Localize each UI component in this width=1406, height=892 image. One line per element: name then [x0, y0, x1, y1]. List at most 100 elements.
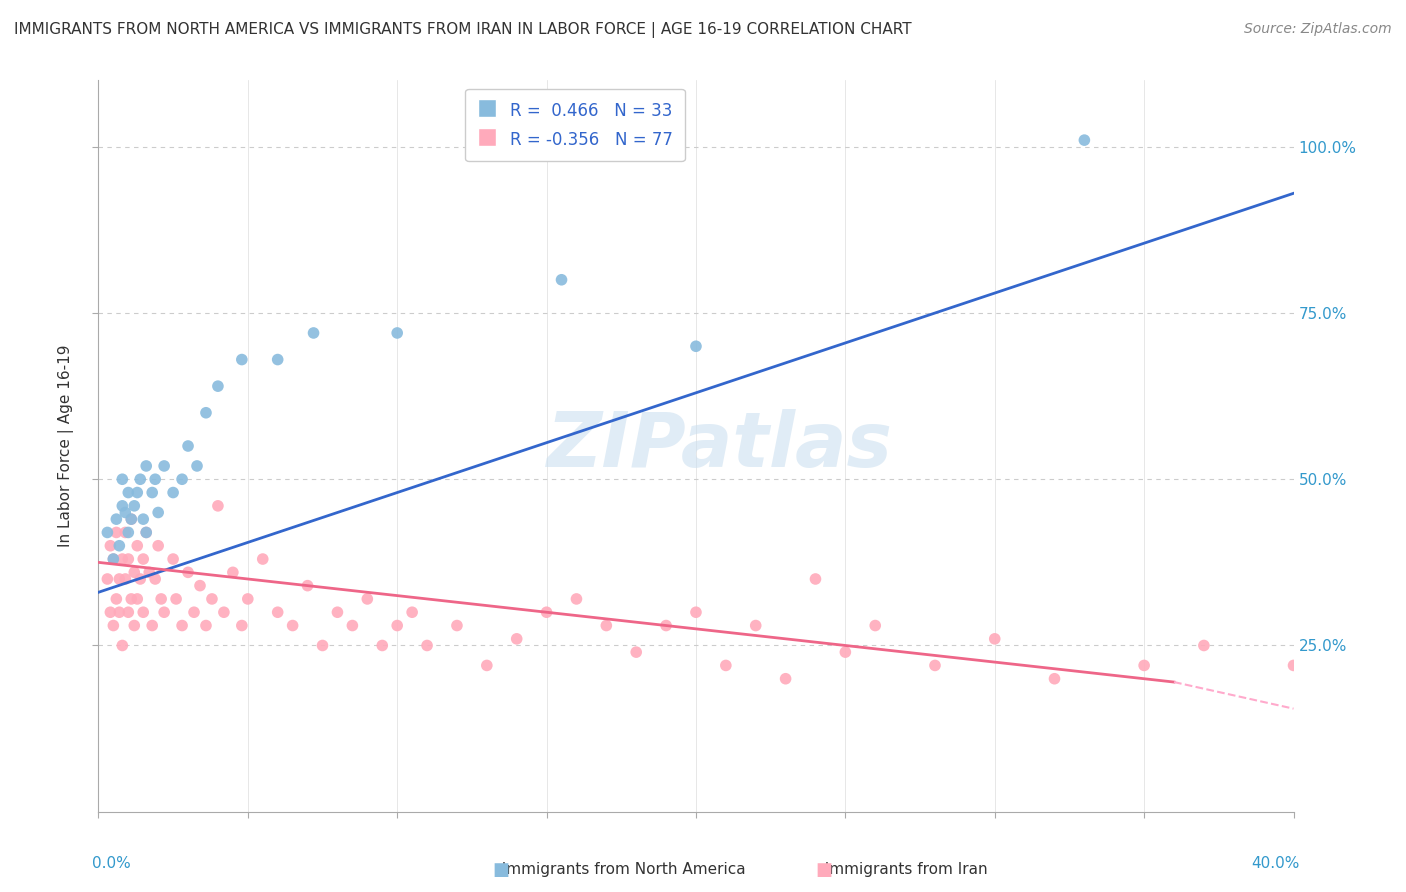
Point: [475, 658, 498, 673]
Point: [302, 326, 325, 340]
Point: [297, 579, 319, 593]
Point: [141, 618, 163, 632]
Point: [207, 379, 229, 393]
Point: [231, 352, 253, 367]
Point: [153, 458, 176, 473]
Point: [129, 572, 152, 586]
Point: [162, 485, 184, 500]
Point: [1192, 639, 1215, 653]
Point: [177, 566, 200, 580]
Point: [201, 591, 224, 606]
Point: [114, 525, 136, 540]
Point: [267, 352, 290, 367]
Point: [446, 618, 468, 632]
Point: [188, 579, 211, 593]
Point: [120, 512, 142, 526]
Point: [127, 591, 149, 606]
Point: [165, 591, 187, 606]
Point: [281, 618, 304, 632]
Point: [148, 506, 170, 520]
Text: 40.0%: 40.0%: [1251, 855, 1299, 871]
Point: [153, 605, 176, 619]
Point: [595, 618, 617, 632]
Point: [416, 639, 439, 653]
Point: [98, 605, 122, 619]
Point: [124, 566, 146, 580]
Point: [141, 485, 163, 500]
Point: [685, 339, 707, 353]
Point: [143, 572, 166, 586]
Point: [371, 639, 394, 653]
Point: [1282, 658, 1305, 673]
Point: [143, 472, 166, 486]
Point: [103, 552, 125, 566]
Point: [135, 525, 157, 540]
Point: [342, 618, 364, 632]
Legend: R =  0.466   N = 33, R = -0.356   N = 77: R = 0.466 N = 33, R = -0.356 N = 77: [465, 88, 685, 161]
Text: Immigrants from Iran: Immigrants from Iran: [815, 863, 988, 877]
Point: [1133, 658, 1156, 673]
Point: [1073, 133, 1095, 147]
Text: Immigrants from North America: Immigrants from North America: [492, 863, 745, 877]
Point: [148, 539, 170, 553]
Text: 0.0%: 0.0%: [93, 855, 131, 871]
Point: [132, 552, 155, 566]
Point: [984, 632, 1007, 646]
Point: [135, 525, 157, 540]
Point: [506, 632, 529, 646]
Point: [108, 572, 131, 586]
Point: [129, 472, 152, 486]
Point: [714, 658, 737, 673]
Point: [105, 591, 128, 606]
Text: ■: ■: [815, 861, 832, 879]
Y-axis label: In Labor Force | Age 16-19: In Labor Force | Age 16-19: [58, 344, 75, 548]
Point: [108, 539, 131, 553]
Point: [252, 552, 274, 566]
Point: [195, 406, 218, 420]
Text: IMMIGRANTS FROM NORTH AMERICA VS IMMIGRANTS FROM IRAN IN LABOR FORCE | AGE 16-19: IMMIGRANTS FROM NORTH AMERICA VS IMMIGRA…: [14, 22, 911, 38]
Point: [267, 605, 290, 619]
Point: [177, 439, 200, 453]
Point: [804, 572, 827, 586]
Point: [565, 591, 588, 606]
Point: [135, 458, 157, 473]
Point: [111, 552, 134, 566]
Point: [132, 512, 155, 526]
Point: [183, 605, 205, 619]
Point: [1043, 672, 1066, 686]
Point: [117, 552, 139, 566]
Point: [207, 499, 229, 513]
Point: [231, 618, 253, 632]
Point: [120, 512, 142, 526]
Point: [117, 605, 139, 619]
Point: [150, 591, 173, 606]
Point: [536, 605, 558, 619]
Point: [111, 472, 134, 486]
Point: [326, 605, 349, 619]
Point: [96, 525, 118, 540]
Point: [172, 618, 194, 632]
Text: ■: ■: [492, 861, 509, 879]
Point: [114, 572, 136, 586]
Point: [401, 605, 423, 619]
Point: [186, 458, 208, 473]
Point: [111, 499, 134, 513]
Point: [124, 618, 146, 632]
Point: [111, 639, 134, 653]
Point: [356, 591, 378, 606]
Point: [195, 618, 218, 632]
Point: [865, 618, 887, 632]
Point: [114, 506, 136, 520]
Point: [103, 618, 125, 632]
Text: ZIPatlas: ZIPatlas: [547, 409, 893, 483]
Point: [311, 639, 333, 653]
Point: [172, 472, 194, 486]
Point: [103, 552, 125, 566]
Point: [127, 539, 149, 553]
Point: [117, 525, 139, 540]
Point: [236, 591, 259, 606]
Point: [222, 566, 245, 580]
Point: [162, 552, 184, 566]
Point: [385, 618, 409, 632]
Point: [127, 485, 149, 500]
